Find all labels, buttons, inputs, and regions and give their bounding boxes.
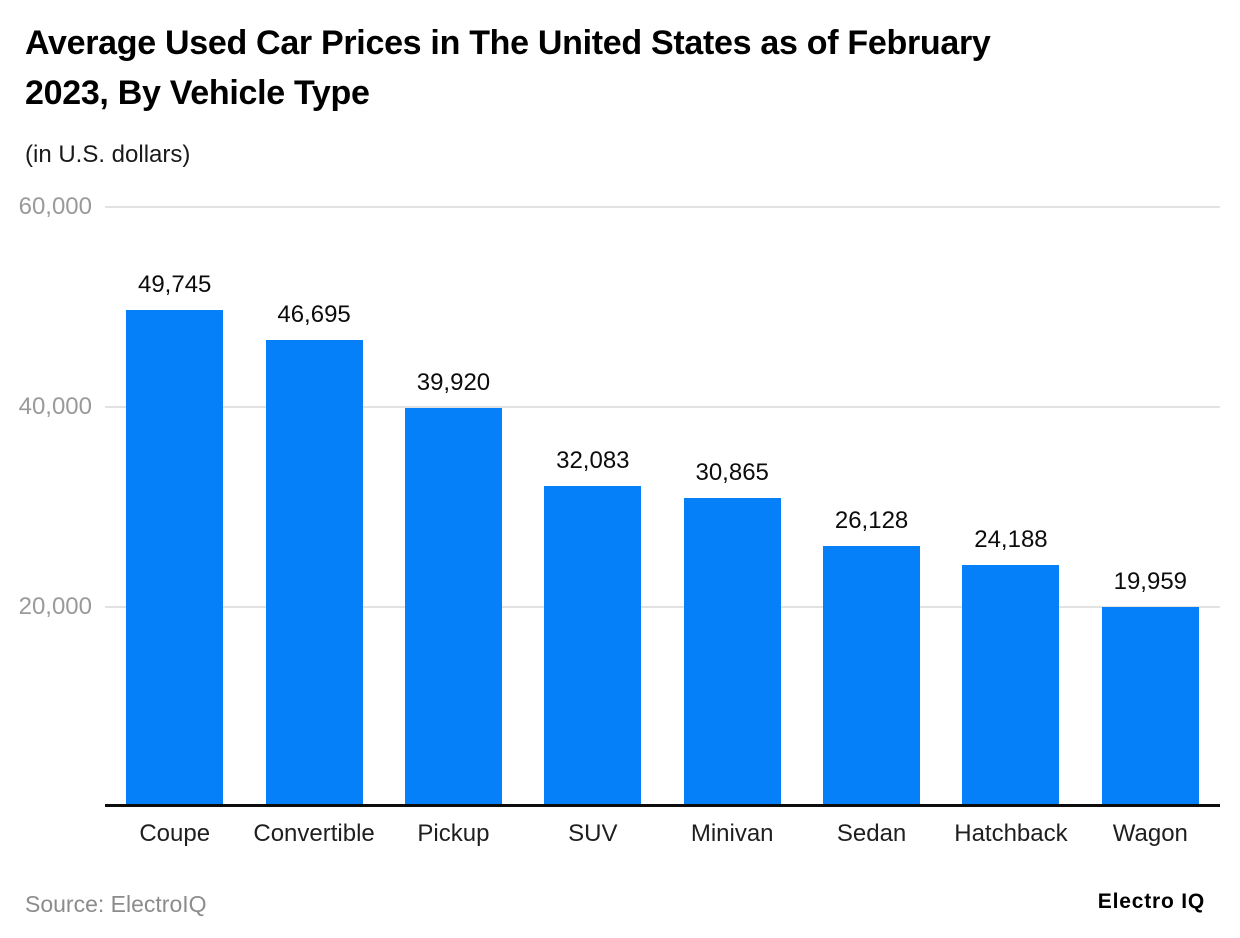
value-label: 24,188 xyxy=(974,526,1048,554)
x-axis-category-label: Convertible xyxy=(253,820,375,847)
value-label: 49,745 xyxy=(137,270,212,298)
value-label: 46,695 xyxy=(277,301,351,329)
bar-slot: 49,745 Coupe xyxy=(105,207,244,847)
x-axis-category-label: Hatchback xyxy=(954,820,1068,847)
x-axis-category-label: SUV xyxy=(568,820,618,847)
bar-suv xyxy=(544,486,642,807)
value-label: 32,083 xyxy=(556,447,630,475)
chart-subtitle: (in U.S. dollars) xyxy=(25,141,191,168)
bar-hatchback xyxy=(962,565,1060,807)
y-axis: 20,000 40,000 60,000 xyxy=(0,193,92,807)
y-axis-tick-label: 40,000 xyxy=(18,393,92,420)
bar-slot: 39,920 Pickup xyxy=(384,207,523,847)
y-axis-tick-label: 20,000 xyxy=(18,593,92,620)
bar-pickup xyxy=(404,407,502,807)
chart-title: Average Used Car Prices in The United St… xyxy=(25,18,1230,118)
x-axis-category-label: Coupe xyxy=(139,820,211,847)
brand-logo: Electro IQ xyxy=(1097,890,1205,913)
bar-wagon xyxy=(1101,607,1199,807)
x-axis-baseline xyxy=(105,804,1220,807)
value-label: 19,959 xyxy=(1113,568,1188,596)
bar-slot: 19,959 Wagon xyxy=(1081,207,1220,847)
bar-slot: 30,865 Minivan xyxy=(663,207,802,847)
value-label: 39,920 xyxy=(416,368,491,396)
bar-slot: 26,128 Sedan xyxy=(802,207,941,847)
chart-title-line-2: 2023, By Vehicle Type xyxy=(25,74,370,112)
gridline xyxy=(105,606,1220,608)
x-axis-category-label: Sedan xyxy=(836,820,907,847)
gridline xyxy=(105,406,1220,408)
bar-slot: 24,188 Hatchback xyxy=(941,207,1080,847)
bar-coupe xyxy=(126,309,224,807)
bar-slot: 46,695 Convertible xyxy=(244,207,383,847)
value-label: 30,865 xyxy=(695,459,769,487)
y-axis-tick-label: 60,000 xyxy=(18,193,92,220)
x-axis-category-label: Minivan xyxy=(690,820,774,847)
x-axis-category-label: Wagon xyxy=(1112,820,1188,847)
bar-slot: 32,083 SUV xyxy=(523,207,662,847)
chart-title-line-1: Average Used Car Prices in The United St… xyxy=(25,24,991,62)
x-axis-category-label: Pickup xyxy=(417,820,490,847)
bar-chart: 20,000 40,000 60,000 49,745 Coupe 46,695 Conv… xyxy=(0,193,1240,938)
bar-convertible xyxy=(265,340,363,807)
bar-minivan xyxy=(683,498,781,807)
plot-area: 49,745 Coupe 46,695 Convertible 39,920 Pickup… xyxy=(105,206,1220,847)
gridline xyxy=(105,206,1220,208)
bar-sedan xyxy=(823,545,921,807)
source-note: Source: ElectroIQ xyxy=(25,891,207,917)
value-label: 26,128 xyxy=(834,506,909,534)
